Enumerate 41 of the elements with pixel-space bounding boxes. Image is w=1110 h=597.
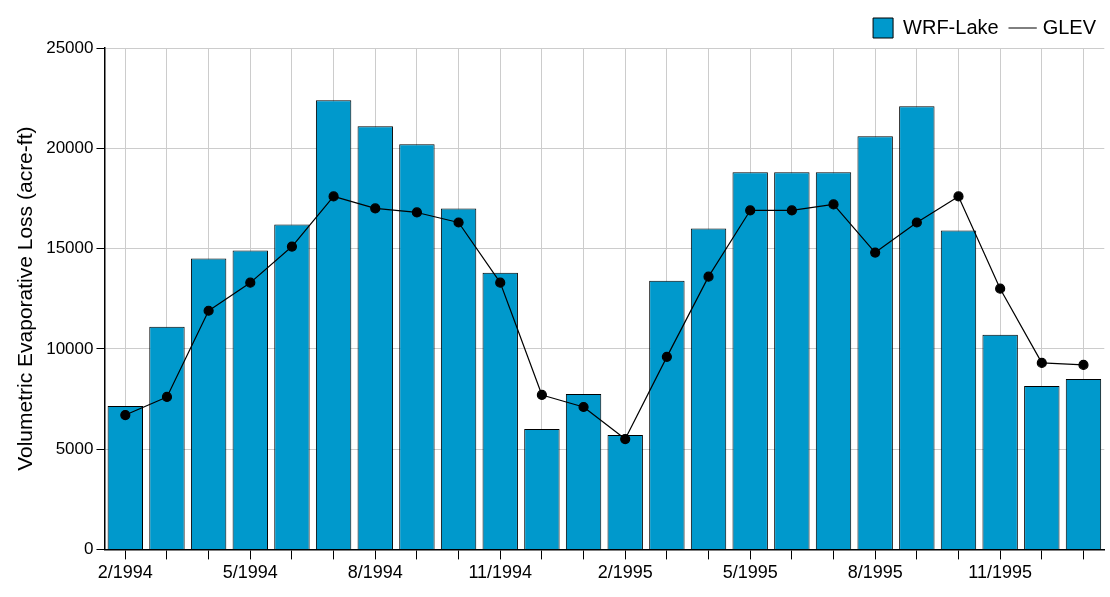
legend-label: WRF-Lake [903,15,999,38]
point [370,203,381,214]
x-tick-label: 8/1994 [347,562,403,583]
point [203,305,214,316]
x-tick-label: 5/1995 [722,562,778,583]
point [703,271,714,282]
point [828,199,839,210]
point [953,191,964,202]
point [286,241,298,252]
legend-label: GLEV [1042,15,1097,38]
point [661,351,672,362]
point [495,277,506,288]
point [786,205,797,216]
point [1036,357,1047,368]
x-tick-label: 5/1994 [222,562,278,583]
point [870,247,881,258]
point [411,207,423,218]
point [745,205,756,216]
point [911,217,922,228]
y-axis-title: Volumetric Evaporative Loss (acre-ft) [13,126,37,471]
x-tick-label: 11/1995 [968,562,1033,583]
point [578,401,589,413]
x-tick-label: 2/1994 [97,562,153,583]
point [536,389,547,401]
x-tick-label: 8/1995 [847,562,903,583]
point [1078,359,1089,370]
point [161,391,173,403]
point [995,283,1006,294]
y-tick-label: 25000 [46,37,94,57]
y-tick-label: 5000 [55,438,94,458]
point [120,409,131,421]
y-tick-label: 0 [84,539,94,559]
y-tick-label: 10000 [46,338,94,358]
point [453,217,464,228]
y-tick-label: 20000 [46,137,94,157]
y-tick-label: 15000 [46,238,94,258]
point [620,433,631,445]
x-tick-label: 11/1994 [468,562,533,583]
point [328,191,339,202]
point [245,277,256,288]
x-tick-label: 2/1995 [597,562,653,583]
